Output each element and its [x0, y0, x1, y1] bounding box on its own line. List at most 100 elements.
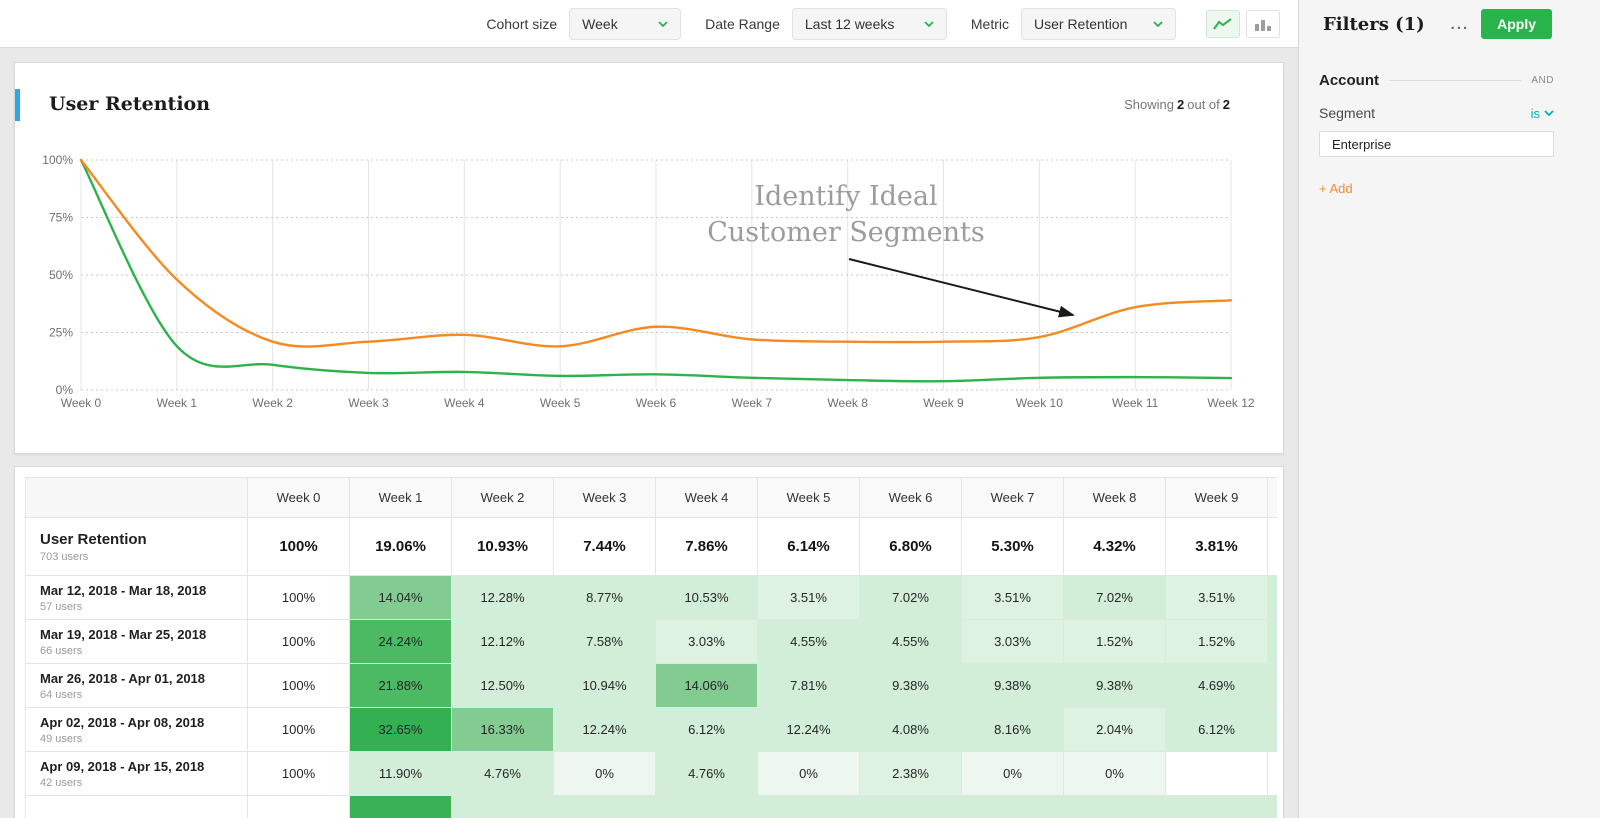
- segment-field-label: Segment: [1319, 105, 1376, 121]
- retention-value-cell[interactable]: 3.03%: [655, 619, 758, 664]
- retention-value-cell[interactable]: 7.02%: [1063, 575, 1166, 620]
- retention-value-cell[interactable]: 0%: [757, 751, 860, 796]
- retention-value-cell[interactable]: [451, 795, 554, 818]
- retention-line-all-users[interactable]: [79, 158, 1233, 383]
- metric-control: Metric User Retention: [971, 7, 1176, 40]
- retention-value-cell[interactable]: 12.12%: [451, 619, 554, 664]
- retention-value-cell[interactable]: 14.06%: [655, 663, 758, 708]
- main-content: User Retention Showing 2 out of 2 100% 75% 50…: [0, 48, 1298, 818]
- retention-value-cell[interactable]: 10.93%: [451, 517, 554, 576]
- retention-value-cell[interactable]: [1267, 795, 1277, 818]
- retention-value-cell[interactable]: 2.04%: [1063, 707, 1166, 752]
- retention-value-cell[interactable]: 0%: [1063, 751, 1166, 796]
- retention-value-cell[interactable]: 100%: [247, 517, 350, 576]
- retention-value-cell[interactable]: 0%: [961, 751, 1064, 796]
- retention-value-cell-partial[interactable]: [1267, 619, 1277, 664]
- retention-value-cell[interactable]: 11.90%: [349, 751, 452, 796]
- retention-value-cell[interactable]: 1.52%: [1165, 619, 1268, 664]
- retention-value-cell[interactable]: 100%: [247, 619, 350, 664]
- retention-value-cell-partial[interactable]: [1267, 517, 1277, 576]
- retention-value-cell[interactable]: 7.81%: [757, 663, 860, 708]
- retention-value-cell[interactable]: 7.86%: [655, 517, 758, 576]
- retention-value-cell[interactable]: 4.69%: [1165, 663, 1268, 708]
- retention-value-cell[interactable]: [655, 795, 758, 818]
- week-column-header: Week 8: [1063, 477, 1166, 518]
- annotation-arrow: [848, 258, 1075, 318]
- retention-value-cell[interactable]: 4.55%: [757, 619, 860, 664]
- retention-value-cell[interactable]: 12.24%: [553, 707, 656, 752]
- retention-value-cell[interactable]: 4.08%: [859, 707, 962, 752]
- retention-value-cell[interactable]: 7.02%: [859, 575, 962, 620]
- comparator-dropdown[interactable]: is: [1531, 106, 1554, 121]
- retention-value-cell[interactable]: 32.65%: [349, 707, 452, 752]
- x-axis-tick-label: Week 5: [540, 396, 581, 410]
- retention-value-cell[interactable]: 3.51%: [961, 575, 1064, 620]
- retention-value-cell-partial[interactable]: [1267, 751, 1277, 796]
- retention-value-cell[interactable]: 16.33%: [451, 707, 554, 752]
- retention-value-cell-partial[interactable]: [1267, 707, 1277, 752]
- add-filter-link[interactable]: + Add: [1319, 181, 1353, 196]
- retention-value-cell[interactable]: 7.44%: [553, 517, 656, 576]
- retention-value-cell[interactable]: 12.50%: [451, 663, 554, 708]
- retention-value-cell[interactable]: 8.16%: [961, 707, 1064, 752]
- date-range-dropdown[interactable]: Last 12 weeks: [791, 7, 947, 40]
- retention-value-cell[interactable]: 3.81%: [1165, 517, 1268, 576]
- retention-value-cell[interactable]: 8.77%: [553, 575, 656, 620]
- retention-value-cell[interactable]: 3.51%: [1165, 575, 1268, 620]
- segment-value-input[interactable]: Enterprise: [1319, 131, 1554, 157]
- retention-value-cell[interactable]: 3.51%: [757, 575, 860, 620]
- retention-value-cell[interactable]: 2.38%: [859, 751, 962, 796]
- retention-value-cell[interactable]: 9.38%: [859, 663, 962, 708]
- retention-value-cell[interactable]: 10.53%: [655, 575, 758, 620]
- retention-value-cell[interactable]: 1.52%: [1063, 619, 1166, 664]
- retention-value-cell[interactable]: 100%: [247, 575, 350, 620]
- metric-dropdown[interactable]: User Retention: [1021, 7, 1176, 40]
- retention-value-cell[interactable]: 10.94%: [553, 663, 656, 708]
- filters-more-menu[interactable]: ...: [1450, 15, 1470, 33]
- retention-value-cell[interactable]: [349, 795, 452, 818]
- retention-value-cell[interactable]: 12.28%: [451, 575, 554, 620]
- retention-value-cell[interactable]: 21.88%: [349, 663, 452, 708]
- retention-value-cell[interactable]: 6.80%: [859, 517, 962, 576]
- retention-value-cell[interactable]: 9.38%: [1063, 663, 1166, 708]
- filters-body: Account AND Segment is Enterprise + Add: [1299, 72, 1600, 198]
- retention-value-cell[interactable]: 6.14%: [757, 517, 860, 576]
- retention-value-cell[interactable]: [247, 795, 350, 818]
- retention-value-cell-partial[interactable]: [1267, 575, 1277, 620]
- retention-value-cell[interactable]: 4.76%: [451, 751, 554, 796]
- retention-value-cell[interactable]: [1063, 795, 1166, 818]
- retention-value-cell[interactable]: [1165, 795, 1268, 818]
- retention-value-cell[interactable]: [859, 795, 962, 818]
- retention-value-cell[interactable]: 5.30%: [961, 517, 1064, 576]
- retention-value-cell[interactable]: 0%: [553, 751, 656, 796]
- retention-value-cell[interactable]: 14.04%: [349, 575, 452, 620]
- retention-value-cell[interactable]: [1165, 751, 1268, 796]
- showing-current: 2: [1177, 97, 1185, 112]
- retention-value-cell[interactable]: 19.06%: [349, 517, 452, 576]
- apply-button[interactable]: Apply: [1481, 9, 1552, 39]
- retention-value-cell[interactable]: 9.38%: [961, 663, 1064, 708]
- retention-value-cell[interactable]: 4.76%: [655, 751, 758, 796]
- retention-value-cell[interactable]: 4.32%: [1063, 517, 1166, 576]
- retention-value-cell[interactable]: 4.55%: [859, 619, 962, 664]
- retention-value-cell[interactable]: 7.58%: [553, 619, 656, 664]
- bar-chart-toggle[interactable]: [1246, 9, 1280, 38]
- retention-value-cell[interactable]: 100%: [247, 663, 350, 708]
- y-axis-tick-label: 100%: [42, 153, 73, 167]
- retention-value-cell[interactable]: 6.12%: [655, 707, 758, 752]
- retention-value-cell[interactable]: 100%: [247, 751, 350, 796]
- retention-value-cell[interactable]: [961, 795, 1064, 818]
- retention-line-enterprise-segment[interactable]: [79, 158, 1233, 348]
- line-chart-toggle[interactable]: [1206, 9, 1240, 38]
- retention-value-cell[interactable]: 6.12%: [1165, 707, 1268, 752]
- retention-value-cell[interactable]: 100%: [247, 707, 350, 752]
- retention-value-cell[interactable]: [757, 795, 860, 818]
- retention-value-cell[interactable]: 3.03%: [961, 619, 1064, 664]
- y-axis-tick-label: 0%: [56, 383, 74, 397]
- retention-value-cell-partial[interactable]: [1267, 663, 1277, 708]
- retention-value-cell[interactable]: 12.24%: [757, 707, 860, 752]
- cohort-size-dropdown[interactable]: Week: [569, 7, 682, 40]
- retention-value-cell[interactable]: [553, 795, 656, 818]
- retention-value-cell[interactable]: 24.24%: [349, 619, 452, 664]
